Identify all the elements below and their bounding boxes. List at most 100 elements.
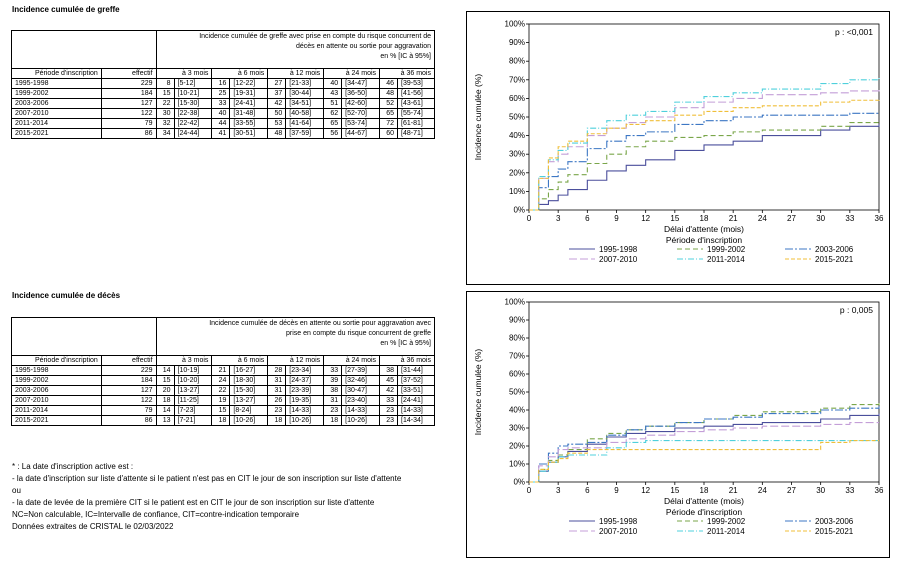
cell-ci: [10-20] [173,375,213,386]
x-tick-label: 6 [585,486,590,495]
cell-ci: [19-31] [229,88,269,99]
cell-ci: [36-50] [341,88,381,99]
footnote-line: NC=Non calculable, IC=Intervalle de conf… [12,510,300,519]
legend-label: 1999-2002 [707,517,746,526]
greffe-section-title: Incidence cumulée de greffe [12,5,120,14]
cell-ci: [10-26] [341,415,381,426]
series-line [529,422,879,483]
cell-ci: [15-30] [229,385,269,396]
col-header-6m: à 6 mois [211,355,269,366]
x-tick-label: 12 [641,214,650,223]
cell-value: 13 [155,415,175,426]
cell-period: 1999-2002 [11,88,102,99]
y-tick-label: 100% [505,298,525,307]
cell-value: 32 [155,118,175,129]
cell-period: 1995-1998 [11,78,102,89]
cell-value: 14 [155,365,175,376]
series-line [529,120,880,211]
x-tick-label: 18 [700,486,709,495]
x-tick-label: 0 [527,486,532,495]
col-header-24m: à 24 mois [323,68,381,79]
cell-value: 21 [211,365,231,376]
cell-ci: [53-74] [341,118,381,129]
cell-period: 2007-2010 [11,395,102,406]
cell-ci: [23-40] [341,395,381,406]
p-value-annotation: p : 0,005 [840,305,873,315]
cell-ci: [24-41] [229,98,269,109]
y-tick-label: 70% [509,75,525,84]
series-line [529,406,880,483]
cell-ci: [43-61] [397,98,435,109]
cell-ci: [12-22] [229,78,269,89]
x-tick-label: 18 [700,214,709,223]
cell-effectif: 79 [100,405,157,416]
col-header-3m: à 3 mois [155,68,213,79]
x-tick-label: 3 [556,214,561,223]
cell-value: 42 [267,98,287,109]
cell-ci: [21-33] [285,78,325,89]
cell-ci: [10-26] [285,415,325,426]
x-tick-label: 33 [845,486,854,495]
cell-ci: [7-21] [173,415,213,426]
cell-value: 23 [323,405,343,416]
cell-value: 52 [379,98,399,109]
cell-ci: [13-27] [173,385,213,396]
cell-value: 42 [379,385,399,396]
footnote-line: - la date d'inscription sur liste d'atte… [12,474,402,483]
table-main-header: Incidence cumulée de greffe avec prise e… [155,30,436,69]
cell-ci: [23-34] [285,365,325,376]
y-tick-label: 80% [509,334,525,343]
legend-label: 2003-2006 [815,517,854,526]
cell-value: 26 [267,395,287,406]
cell-ci: [61-81] [397,118,435,129]
cell-ci: [33-51] [397,385,435,396]
table-row: 1999-2002 184 15 [10-20] 24 [18-30] 31 [24-37] 3… [11,375,435,386]
cell-ci: [37-59] [285,128,325,139]
table-row: 1995-1998 229 14 [10-19] 21 [16-27] 28 [23-34] 3… [11,365,435,376]
cell-ci: [34-47] [341,78,381,89]
x-tick-label: 24 [758,214,767,223]
footnote-line: - la date de levée de la première CIT si… [12,498,375,507]
cell-ci: [52-70] [341,108,381,119]
cell-period: 2011-2014 [11,405,102,416]
header-line2: prise en compte du risque concurrent de … [285,330,431,337]
y-tick-label: 60% [509,370,525,379]
footnote-line: ou [12,486,21,495]
y-tick-label: 70% [509,352,525,361]
series-line [529,112,879,211]
col-header-period: Période d'inscription [11,355,102,366]
cell-ci: [42-60] [341,98,381,109]
x-tick-label: 0 [527,214,532,223]
cell-ci: [30-47] [341,385,381,396]
table-row: 2007-2010 122 30 [22-38] 40 [31-48] 50 [40-58] 6… [11,108,435,119]
x-tick-label: 30 [816,486,825,495]
deces-table: Incidence cumulée de décès en attente ou… [11,317,436,426]
cell-ci: [30-51] [229,128,269,139]
cell-value: 48 [379,88,399,99]
cell-ci: [40-58] [285,108,325,119]
legend-label: 1999-2002 [707,245,746,254]
footnote-line: * : La date d'inscription active est : [12,462,134,471]
cell-period: 2003-2006 [11,98,102,109]
x-tick-label: 6 [585,214,590,223]
header-line1: Incidence cumulée de greffe avec prise e… [199,33,431,40]
cell-ci: [11-25] [173,395,213,406]
cell-value: 18 [267,415,287,426]
series-line [529,124,880,211]
y-tick-label: 50% [509,113,525,122]
cell-value: 62 [323,108,343,119]
cell-value: 25 [211,88,231,99]
cell-effectif: 86 [100,415,157,426]
cell-value: 60 [379,128,399,139]
cell-period: 2011-2014 [11,118,102,129]
cell-effectif: 127 [100,98,157,109]
cell-ci: [24-37] [285,375,325,386]
cell-value: 65 [323,118,343,129]
cell-ci: [8-24] [229,405,269,416]
x-tick-label: 15 [670,214,679,223]
cell-value: 46 [379,78,399,89]
cell-ci: [30-44] [285,88,325,99]
cell-ci: [16-27] [229,365,269,376]
cell-value: 16 [211,78,231,89]
x-axis-label: Délai d'attente (mois) [664,224,744,234]
